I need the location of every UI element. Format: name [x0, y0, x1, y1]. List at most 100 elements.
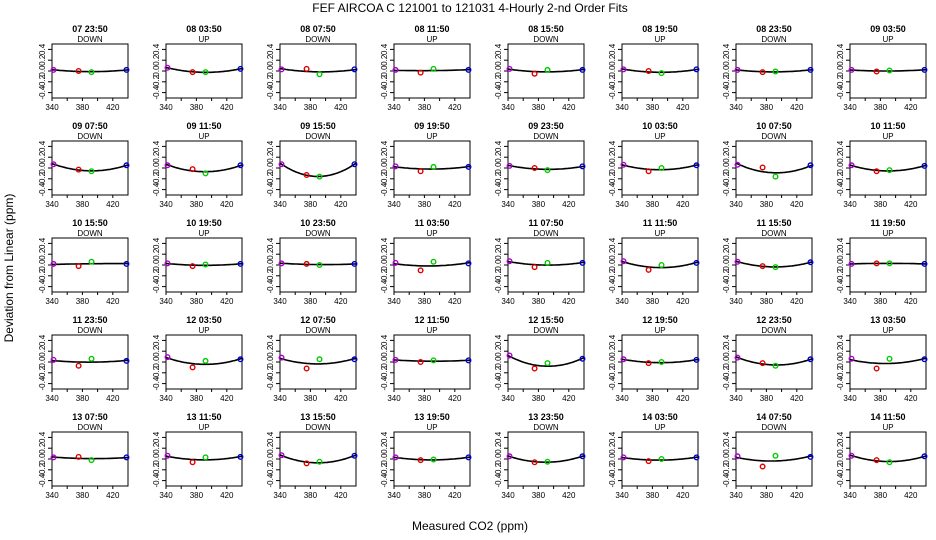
y-tick-label: -0.4: [38, 279, 47, 293]
panel-mode-label: UP: [654, 229, 665, 238]
data-point: [658, 164, 665, 171]
x-tick-label: 420: [790, 491, 804, 500]
y-tick-label: 0.2: [722, 345, 731, 357]
data-point: [531, 70, 538, 77]
data-point: [123, 260, 130, 267]
data-point: [759, 263, 766, 270]
data-point: [75, 67, 82, 74]
data-point: [531, 365, 538, 372]
y-tick-label: 0.2: [380, 248, 389, 260]
y-tick-label: 0.2: [380, 54, 389, 66]
x-tick-label: 380: [418, 200, 432, 209]
data-point: [75, 263, 82, 270]
data-point: [351, 260, 358, 267]
y-tick-label: 0.0: [722, 259, 731, 271]
panel-time-label: 13 23:50: [528, 412, 564, 422]
panel-time-label: 11 07:50: [528, 218, 563, 228]
fit-curve: [507, 354, 585, 367]
x-tick-label: 380: [532, 394, 546, 403]
y-tick-label: -0.4: [722, 182, 731, 196]
data-point: [531, 164, 538, 171]
x-tick-label: 380: [304, 297, 318, 306]
y-tick-label: 0.2: [152, 442, 161, 454]
x-tick-label: 340: [501, 103, 515, 112]
panel-mode-label: UP: [198, 229, 209, 238]
x-tick-label: 420: [448, 103, 462, 112]
panel-time-label: 12 15:50: [528, 315, 564, 325]
data-point: [189, 364, 196, 371]
x-tick-label: 340: [843, 394, 857, 403]
data-point: [759, 360, 766, 367]
y-tick-label: 0.0: [380, 453, 389, 465]
y-tick-label: -0.2: [266, 171, 275, 185]
x-tick-label: 340: [159, 491, 173, 500]
data-point: [544, 360, 551, 367]
y-tick-label: -0.4: [152, 279, 161, 293]
y-tick-label: -0.2: [38, 462, 47, 476]
y-tick-label: 0.0: [380, 65, 389, 77]
panel-time-label: 11 23:50: [72, 315, 107, 325]
y-tick-label: -0.2: [722, 268, 731, 282]
x-tick-label: 340: [843, 491, 857, 500]
fit-curve: [51, 162, 129, 172]
data-point: [237, 453, 244, 460]
data-point: [392, 356, 399, 363]
x-tick-label: 420: [562, 297, 576, 306]
y-tick-label: 0.4: [152, 431, 161, 443]
y-tick-label: 0.0: [494, 259, 503, 271]
y-tick-label: 0.2: [494, 151, 503, 163]
y-tick-label: -0.2: [266, 365, 275, 379]
panel-time-label: 10 11:50: [870, 121, 905, 131]
panel-mode-label: UP: [198, 423, 209, 432]
y-tick-label: -0.2: [380, 268, 389, 282]
data-point: [417, 267, 424, 274]
data-point: [88, 168, 95, 175]
data-point: [316, 262, 323, 269]
x-tick-label: 380: [76, 394, 90, 403]
data-point: [658, 359, 665, 366]
data-point: [873, 260, 880, 267]
panel-time-label: 09 23:50: [528, 121, 564, 131]
y-tick-label: -0.4: [38, 182, 47, 196]
data-point: [759, 164, 766, 171]
data-point: [873, 68, 880, 75]
y-tick-label: 0.0: [722, 65, 731, 77]
y-tick-label: 0.4: [722, 431, 731, 443]
y-tick-label: 0.2: [608, 54, 617, 66]
y-tick-label: 0.0: [38, 453, 47, 465]
data-point: [645, 360, 652, 367]
y-tick-label: -0.4: [608, 182, 617, 196]
x-tick-label: 340: [273, 491, 287, 500]
data-point: [579, 163, 586, 170]
data-point: [278, 161, 285, 168]
data-point: [237, 260, 244, 267]
y-tick-label: 0.4: [38, 43, 47, 55]
data-point: [693, 454, 700, 461]
data-point: [278, 260, 285, 267]
y-tick-label: -0.4: [380, 279, 389, 293]
data-point: [848, 355, 855, 362]
fit-curve: [393, 261, 471, 267]
data-point: [693, 259, 700, 266]
y-tick-label: 0.0: [152, 162, 161, 174]
x-tick-label: 420: [334, 394, 348, 403]
y-tick-label: -0.2: [836, 268, 845, 282]
panel-time-label: 09 15:50: [300, 121, 336, 131]
panel-time-label: 11 11:50: [643, 218, 678, 228]
y-tick-label: 0.2: [266, 442, 275, 454]
y-tick-label: 0.0: [722, 356, 731, 368]
y-tick-label: 0.4: [38, 431, 47, 443]
panel-mode-label: UP: [426, 423, 437, 432]
y-tick-label: 0.0: [38, 356, 47, 368]
x-tick-label: 380: [76, 200, 90, 209]
data-point: [544, 167, 551, 174]
y-tick-label: 0.4: [836, 140, 845, 152]
data-point: [417, 359, 424, 366]
